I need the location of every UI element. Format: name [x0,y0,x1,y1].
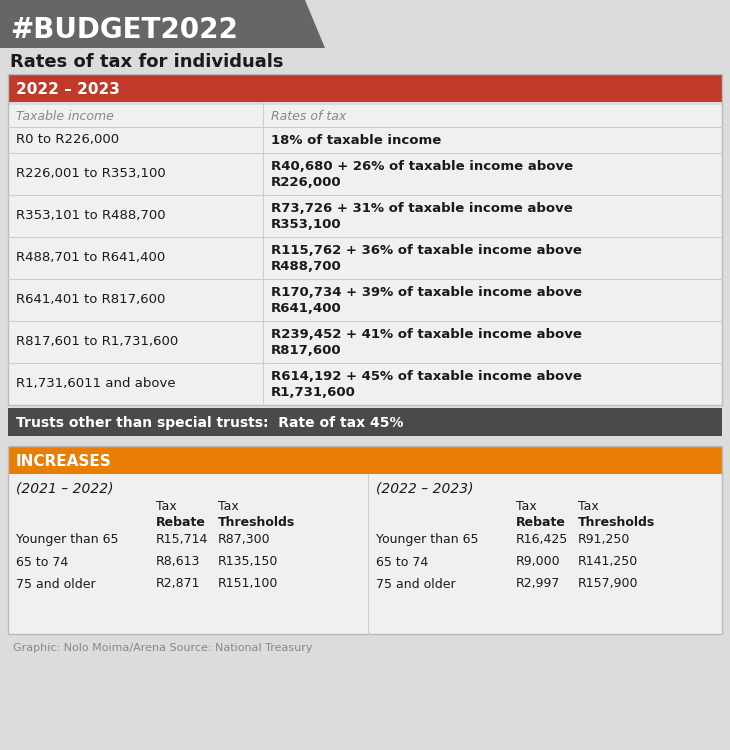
Text: Rates of tax: Rates of tax [271,110,346,124]
Text: R226,001 to R353,100: R226,001 to R353,100 [16,167,166,181]
Text: R91,250: R91,250 [578,533,631,547]
Text: (2021 – 2022): (2021 – 2022) [16,481,113,495]
Text: R0 to R226,000: R0 to R226,000 [16,134,119,146]
Text: R115,762 + 36% of taxable income above
R488,700: R115,762 + 36% of taxable income above R… [271,244,582,272]
Text: Rebate: Rebate [156,515,206,529]
Text: R170,734 + 39% of taxable income above
R641,400: R170,734 + 39% of taxable income above R… [271,286,582,314]
Text: (2022 – 2023): (2022 – 2023) [376,481,474,495]
Bar [8,363,722,405]
Text: Taxable income: Taxable income [16,110,114,124]
Text: Graphic: Nolo Moima/Arena Source: National Treasury: Graphic: Nolo Moima/Arena Source: Nation… [13,643,312,653]
Text: R641,401 to R817,600: R641,401 to R817,600 [16,293,166,307]
Text: Rates of tax for individuals: Rates of tax for individuals [10,53,283,71]
Bar [8,127,722,153]
Text: R141,250: R141,250 [578,556,638,568]
Text: R40,680 + 26% of taxable income above
R226,000: R40,680 + 26% of taxable income above R2… [271,160,573,188]
Bar [8,195,722,237]
Text: Tax: Tax [578,500,599,512]
Text: R73,726 + 31% of taxable income above
R353,100: R73,726 + 31% of taxable income above R3… [271,202,573,230]
Bar [8,105,722,127]
Text: Younger than 65: Younger than 65 [376,533,478,547]
Text: R614,192 + 45% of taxable income above
R1,731,600: R614,192 + 45% of taxable income above R… [271,370,582,398]
Bar [8,279,722,321]
Polygon shape [0,0,325,48]
Text: R2,997: R2,997 [516,578,561,590]
Text: R151,100: R151,100 [218,578,278,590]
Text: R817,601 to R1,731,600: R817,601 to R1,731,600 [16,335,178,349]
Text: R8,613: R8,613 [156,556,200,568]
Text: Rebate: Rebate [516,515,566,529]
Text: R157,900: R157,900 [578,578,639,590]
Bar [8,408,722,436]
Text: R87,300: R87,300 [218,533,271,547]
Bar [8,446,722,634]
Text: 65 to 74: 65 to 74 [376,556,429,568]
Text: R353,101 to R488,700: R353,101 to R488,700 [16,209,166,223]
Text: Trusts other than special trusts:  Rate of tax 45%: Trusts other than special trusts: Rate o… [16,416,404,430]
Text: Tax: Tax [218,500,239,512]
Bar [8,153,722,195]
Text: Younger than 65: Younger than 65 [16,533,118,547]
Text: R2,871: R2,871 [156,578,201,590]
Text: #BUDGET2022: #BUDGET2022 [10,16,238,44]
Text: R15,714: R15,714 [156,533,208,547]
Text: R239,452 + 41% of taxable income above
R817,600: R239,452 + 41% of taxable income above R… [271,328,582,356]
Text: R9,000: R9,000 [516,556,561,568]
Text: 75 and older: 75 and older [16,578,96,590]
Bar [8,321,722,363]
Text: R1,731,6011 and above: R1,731,6011 and above [16,377,176,391]
Bar [8,446,722,474]
Text: Thresholds: Thresholds [578,515,656,529]
Text: 18% of taxable income: 18% of taxable income [271,134,441,146]
Bar [8,74,722,405]
Text: 65 to 74: 65 to 74 [16,556,68,568]
Text: Tax: Tax [516,500,537,512]
Text: 75 and older: 75 and older [376,578,456,590]
Bar [8,74,722,102]
Text: Thresholds: Thresholds [218,515,295,529]
Text: INCREASES: INCREASES [16,454,112,469]
Bar [8,474,722,634]
Text: Tax: Tax [156,500,177,512]
Text: 2022 – 2023: 2022 – 2023 [16,82,120,97]
Text: R135,150: R135,150 [218,556,278,568]
Text: R16,425: R16,425 [516,533,568,547]
Bar [8,237,722,279]
Text: R488,701 to R641,400: R488,701 to R641,400 [16,251,165,265]
